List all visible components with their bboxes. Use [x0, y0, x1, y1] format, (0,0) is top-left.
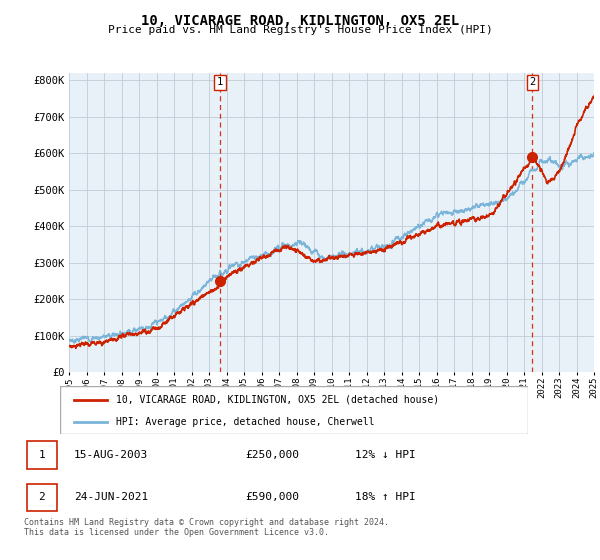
Bar	[27, 484, 57, 511]
Text: Contains HM Land Registry data © Crown copyright and database right 2024.
This d: Contains HM Land Registry data © Crown c…	[24, 518, 389, 538]
Text: 10, VICARAGE ROAD, KIDLINGTON, OX5 2EL: 10, VICARAGE ROAD, KIDLINGTON, OX5 2EL	[141, 14, 459, 28]
Text: 1: 1	[217, 77, 223, 87]
Text: HPI: Average price, detached house, Cherwell: HPI: Average price, detached house, Cher…	[116, 417, 374, 427]
Text: 10, VICARAGE ROAD, KIDLINGTON, OX5 2EL (detached house): 10, VICARAGE ROAD, KIDLINGTON, OX5 2EL (…	[116, 395, 439, 405]
Bar	[27, 441, 57, 469]
Text: Price paid vs. HM Land Registry's House Price Index (HPI): Price paid vs. HM Land Registry's House …	[107, 25, 493, 35]
Text: 24-JUN-2021: 24-JUN-2021	[74, 492, 148, 502]
Text: 15-AUG-2003: 15-AUG-2003	[74, 450, 148, 460]
Text: 1: 1	[38, 450, 46, 460]
Text: £590,000: £590,000	[245, 492, 299, 502]
Text: 18% ↑ HPI: 18% ↑ HPI	[355, 492, 416, 502]
Text: 2: 2	[38, 492, 46, 502]
Text: 2: 2	[529, 77, 536, 87]
Text: £250,000: £250,000	[245, 450, 299, 460]
Text: 12% ↓ HPI: 12% ↓ HPI	[355, 450, 416, 460]
